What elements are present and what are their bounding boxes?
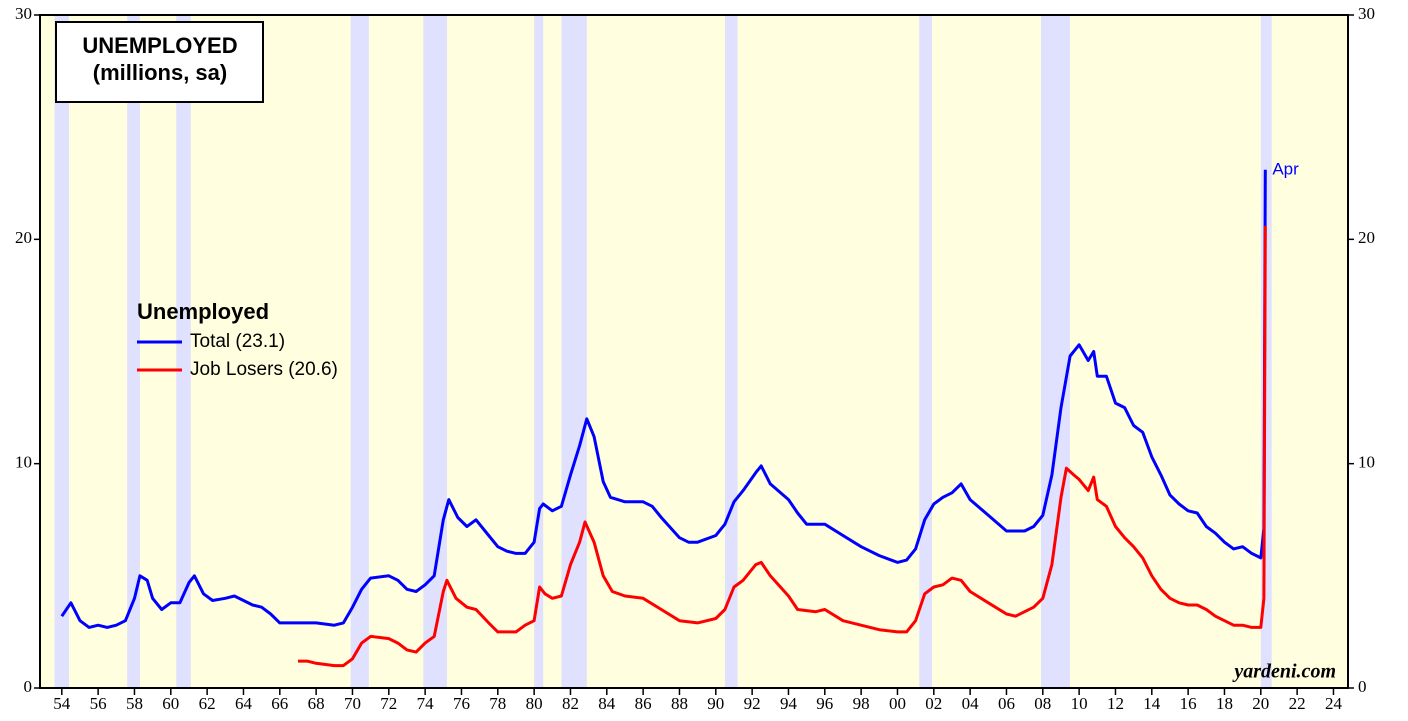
legend-title: Unemployed <box>137 299 269 324</box>
recession-band <box>423 15 447 688</box>
y-tick-label: 20 <box>15 228 32 247</box>
x-tick-label: 66 <box>271 694 288 713</box>
y2-tick-label: 20 <box>1358 228 1375 247</box>
x-tick-label: 00 <box>889 694 906 713</box>
x-tick-label: 56 <box>90 694 107 713</box>
plot-frame <box>39 14 1349 689</box>
legend-label: Job Losers (20.6) <box>190 359 338 380</box>
recession-band <box>919 15 932 688</box>
x-tick-label: 76 <box>453 694 470 713</box>
x-tick-label: 84 <box>598 694 616 713</box>
x-tick-label: 62 <box>199 694 216 713</box>
x-tick-label: 92 <box>744 694 761 713</box>
x-tick-label: 64 <box>235 694 253 713</box>
x-tick-label: 86 <box>635 694 652 713</box>
x-tick-label: 78 <box>489 694 506 713</box>
series-line <box>298 225 1267 668</box>
recession-band <box>534 15 544 688</box>
x-tick-label: 14 <box>1143 694 1161 713</box>
source: yardeni.com <box>1232 661 1336 683</box>
x-tick-label: 80 <box>526 694 543 713</box>
title-box <box>55 21 264 103</box>
chart-title: (millions, sa) <box>93 60 227 85</box>
x-tick-label: 08 <box>1034 694 1051 713</box>
annotation: Apr <box>1272 159 1299 178</box>
x-tick-label: 68 <box>308 694 325 713</box>
x-tick-label: 06 <box>998 694 1015 713</box>
chart-title: UNEMPLOYED <box>82 33 237 58</box>
y2-tick-label: 30 <box>1358 4 1375 23</box>
x-tick-label: 58 <box>126 694 143 713</box>
y-tick-label: 30 <box>15 4 32 23</box>
recession-band <box>176 15 191 688</box>
x-tick-label: 74 <box>417 694 435 713</box>
x-tick-label: 96 <box>816 694 833 713</box>
x-tick-label: 88 <box>671 694 688 713</box>
x-tick-label: 18 <box>1216 694 1233 713</box>
x-tick-label: 90 <box>707 694 724 713</box>
recession-band <box>54 15 70 688</box>
recession-band <box>350 15 369 688</box>
y2-tick-label: 0 <box>1358 677 1367 696</box>
y-tick-label: 0 <box>24 677 33 696</box>
x-tick-label: 72 <box>380 694 397 713</box>
x-tick-label: 82 <box>562 694 579 713</box>
series-line <box>60 169 1267 629</box>
x-tick-label: 04 <box>962 694 980 713</box>
y2-tick-label: 10 <box>1358 453 1375 472</box>
x-tick-label: 02 <box>925 694 942 713</box>
x-tick-label: 20 <box>1252 694 1269 713</box>
x-tick-label: 12 <box>1107 694 1124 713</box>
x-tick-label: 60 <box>162 694 179 713</box>
recession-band <box>1040 15 1071 688</box>
recession-band <box>127 15 140 688</box>
x-tick-label: 24 <box>1325 694 1343 713</box>
y-tick-label: 10 <box>15 453 32 472</box>
recession-band <box>561 15 587 688</box>
x-tick-label: 22 <box>1289 694 1306 713</box>
plot-area <box>40 15 1348 688</box>
x-tick-label: 98 <box>853 694 870 713</box>
x-tick-label: 70 <box>344 694 361 713</box>
x-tick-label: 54 <box>53 694 71 713</box>
legend-label: Total (23.1) <box>190 331 285 352</box>
x-tick-label: 10 <box>1071 694 1088 713</box>
x-tick-label: 16 <box>1180 694 1197 713</box>
x-tick-label: 94 <box>780 694 798 713</box>
